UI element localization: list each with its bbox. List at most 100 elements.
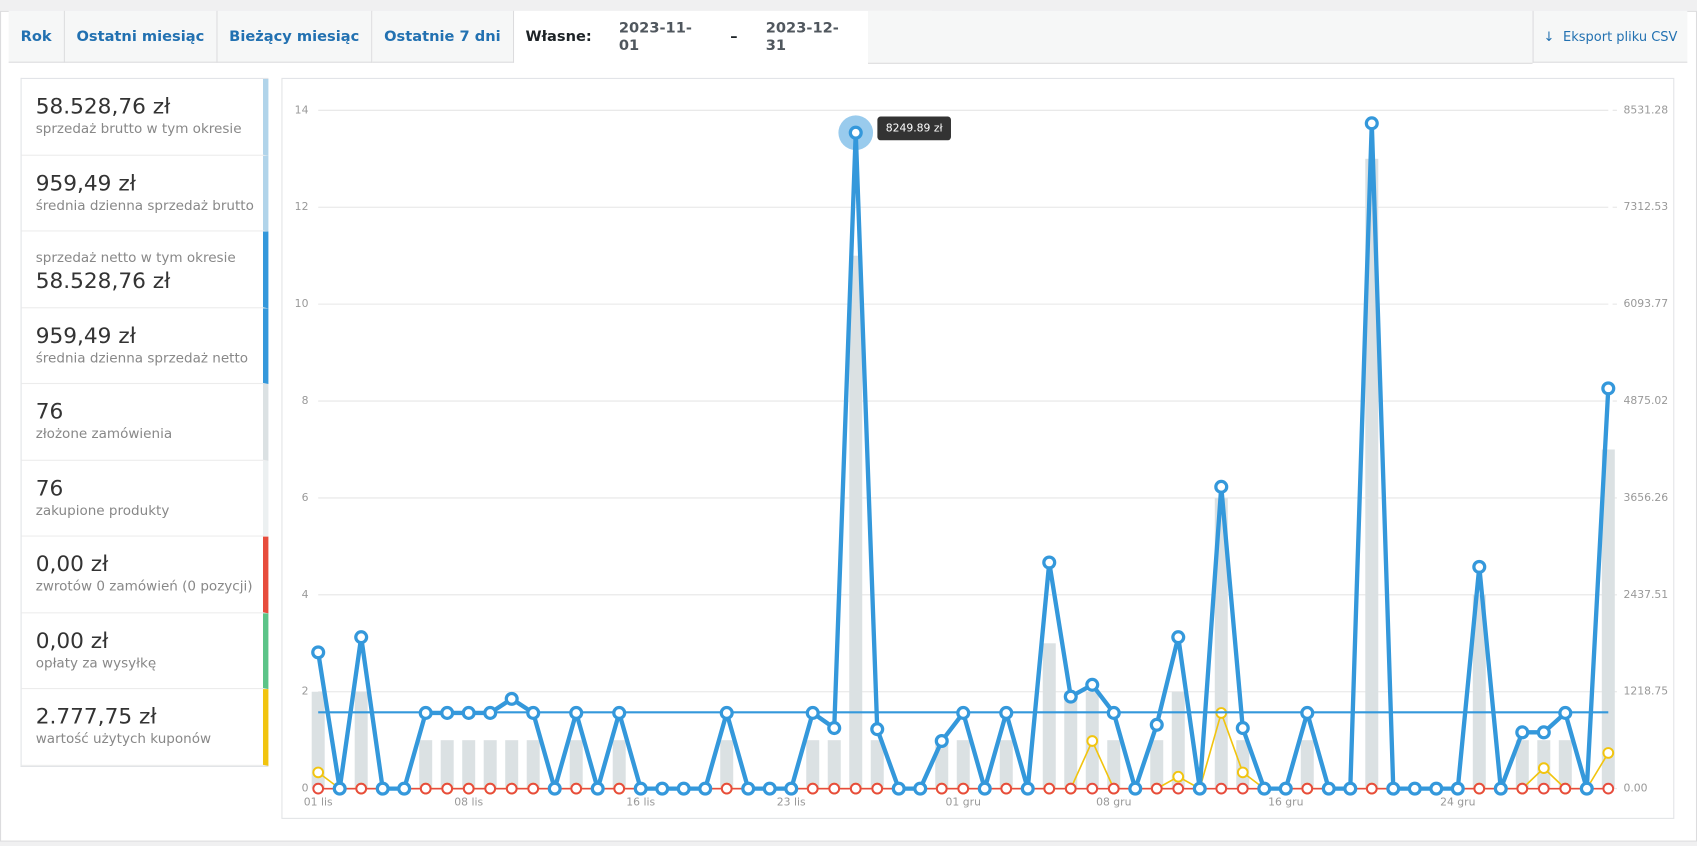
date-from[interactable]: 2023-11-01 — [618, 19, 692, 55]
point — [805, 705, 820, 720]
bar — [1300, 740, 1314, 789]
stat-value: 959,49 zł — [35, 321, 136, 348]
point — [1106, 705, 1121, 720]
y-tick-label: 8 — [302, 394, 309, 407]
x-tick-label: 01 gru — [946, 796, 981, 809]
point — [1107, 782, 1120, 795]
stat-item: 76 złożone zamówienia — [21, 384, 269, 461]
point — [1365, 782, 1378, 795]
bar — [440, 740, 454, 789]
point — [570, 782, 583, 795]
stat-value: 959,49 zł — [35, 169, 136, 196]
point — [1172, 770, 1185, 783]
custom-range: Własne:2023-11-01–2023-12-31Idź — [513, 10, 933, 63]
bar — [311, 691, 325, 789]
tab[interactable]: Ostatni miesiąc — [64, 10, 218, 63]
bar — [1171, 691, 1185, 789]
bar — [827, 740, 841, 789]
point — [590, 781, 605, 796]
point — [441, 782, 454, 795]
point — [483, 705, 498, 720]
bar — [1365, 158, 1379, 789]
tooltip-box — [877, 116, 951, 141]
bar — [1150, 740, 1164, 789]
export-label: Eksport pliku CSV — [1563, 28, 1678, 44]
tab[interactable]: Ostatnie 7 dni — [372, 10, 514, 63]
point — [1020, 781, 1035, 796]
stat-value: 58.528,76 zł — [35, 93, 171, 119]
point — [1257, 781, 1272, 796]
point — [375, 781, 390, 796]
y2-tick-label: 8531.28 — [1623, 103, 1668, 116]
point — [827, 721, 842, 736]
bar — [1236, 740, 1250, 789]
tooltip: 8249.89 zł — [877, 116, 951, 141]
date-to[interactable]: 2023-12-31 — [765, 19, 839, 55]
bar — [569, 740, 583, 789]
y2-tick-label: 1218.75 — [1623, 685, 1668, 698]
point — [1601, 381, 1616, 396]
point — [1171, 630, 1186, 645]
point — [806, 782, 819, 795]
stat-label: zakupione produkty — [35, 501, 170, 518]
stat-item: 0,00 zł opłaty za wysyłkę — [21, 612, 269, 690]
y-tick-label: 0 — [302, 782, 309, 795]
y2-tick-label: 7312.53 — [1623, 200, 1668, 213]
bar — [870, 740, 884, 789]
y-tick-label: 14 — [295, 103, 309, 116]
y-tick-label: 10 — [295, 297, 309, 310]
stat-label: wartość użytych kuponów — [35, 730, 212, 747]
point — [440, 705, 455, 720]
export-button[interactable]: ↓ Eksport pliku CSV — [1532, 10, 1688, 63]
bar — [1601, 449, 1615, 789]
bar — [612, 740, 626, 789]
bar — [1107, 740, 1121, 789]
y-tick-label: 2 — [302, 685, 309, 698]
y2-tick-label: 0.00 — [1623, 782, 1647, 795]
point — [419, 782, 432, 795]
point — [1301, 782, 1314, 795]
point — [569, 705, 584, 720]
point — [1602, 782, 1615, 795]
point — [1215, 782, 1228, 795]
stat-label: opłaty za wysyłkę — [35, 653, 157, 671]
point — [1537, 762, 1550, 774]
bar — [419, 740, 433, 789]
point — [1602, 747, 1615, 759]
y-tick-label: 6 — [302, 491, 309, 504]
point — [633, 781, 648, 796]
point — [913, 781, 928, 796]
point — [784, 781, 799, 796]
point — [1558, 705, 1573, 720]
bar — [1064, 691, 1078, 789]
date-separator: – — [730, 28, 738, 46]
bar — [462, 740, 476, 789]
tab[interactable]: Rok — [8, 10, 65, 63]
point — [527, 782, 540, 795]
point — [355, 782, 368, 795]
point — [1043, 782, 1056, 795]
point — [1429, 781, 1444, 796]
point — [526, 705, 541, 720]
chart-panel: 0 2 4 6 8 10 12 14 0.00 1218.75 2437.51 3656.26 4875… — [281, 77, 1675, 819]
point — [547, 781, 562, 796]
tab-bar-fill — [868, 10, 1533, 64]
stat-value: 0,00 zł — [35, 626, 109, 653]
point — [977, 781, 992, 796]
point — [1343, 781, 1358, 796]
point — [397, 781, 412, 796]
point — [1579, 781, 1594, 796]
y-tick-label: 4 — [302, 588, 309, 601]
x-tick-label: 08 gru — [1096, 796, 1131, 809]
tab[interactable]: Bieżący miesiąc — [217, 10, 373, 63]
point — [1515, 725, 1530, 740]
point — [676, 781, 691, 796]
grid: 0 2 4 6 8 10 12 14 0.00 1218.75 2437.51 3656.26 4875… — [295, 103, 1669, 808]
point — [1537, 782, 1550, 795]
stat-item: 58.528,76 zł sprzedaż brutto w tym okresi… — [21, 78, 269, 156]
point — [655, 781, 670, 796]
bar — [526, 740, 540, 789]
stat-label: złożone zamówienia — [35, 425, 173, 442]
point — [934, 733, 949, 749]
bar — [849, 255, 863, 789]
